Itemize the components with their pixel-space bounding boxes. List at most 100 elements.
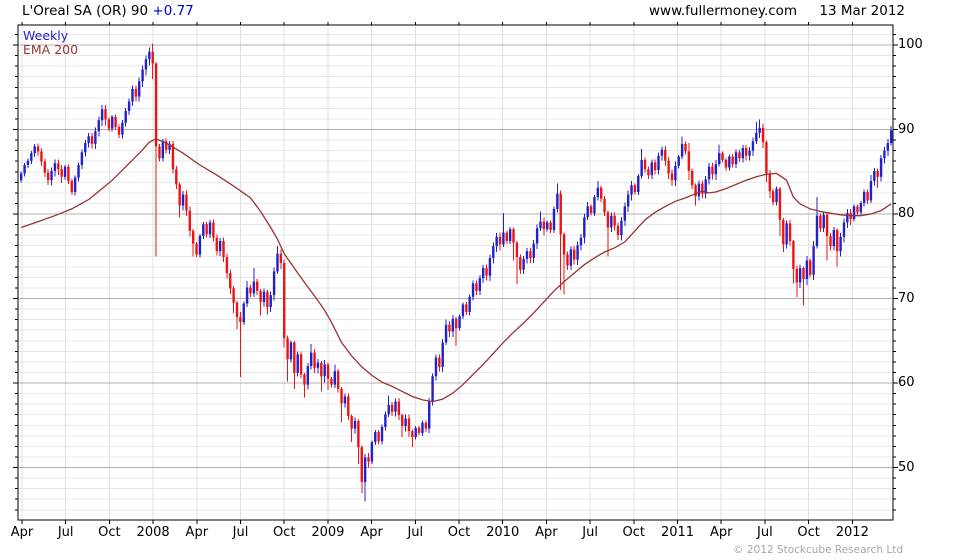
- candle-body-down: [667, 160, 670, 174]
- candle-body-up: [289, 342, 293, 360]
- candle-body-up: [637, 175, 640, 193]
- candle-body-up: [73, 177, 77, 193]
- candle-body-down: [768, 173, 771, 192]
- report-date: 13 Mar 2012: [819, 3, 905, 19]
- candle-body-down: [670, 173, 674, 181]
- candle-body-down: [205, 224, 208, 235]
- candle-body-down: [613, 215, 616, 226]
- candle-body-down: [424, 422, 428, 429]
- candle-body-down: [407, 418, 411, 432]
- candle-body-up: [674, 165, 677, 181]
- candle-body-up: [144, 59, 148, 70]
- candle-body-up: [353, 421, 357, 429]
- candle-body-down: [691, 170, 694, 186]
- candle-body-up: [161, 141, 165, 159]
- candle-body-up: [640, 159, 643, 176]
- candle-body-up: [546, 222, 549, 230]
- candle-body-up: [131, 88, 134, 102]
- candle-body-down: [515, 242, 519, 258]
- y-axis-label: 50: [898, 459, 915, 475]
- candle-body-up: [869, 181, 873, 201]
- candle-body-up: [697, 183, 701, 197]
- candle-body-up: [758, 127, 761, 133]
- candle-body-up: [718, 153, 721, 165]
- candle-body-up: [650, 162, 653, 176]
- candle-body-down: [701, 183, 704, 194]
- candle-body-up: [707, 166, 711, 180]
- candle-body-up: [100, 109, 104, 121]
- candle-body-up: [380, 426, 384, 442]
- candle-body-up: [276, 253, 279, 272]
- candle-body-down: [188, 210, 191, 231]
- candle-body-up: [63, 166, 67, 177]
- candle-body-up: [492, 246, 495, 258]
- candle-body-down: [795, 268, 798, 283]
- candle-body-up: [586, 206, 589, 218]
- candle-body-up: [495, 236, 498, 247]
- y-axis-label: 90: [898, 121, 915, 137]
- candle-body-up: [815, 215, 819, 247]
- candle-body-down: [829, 235, 832, 247]
- candle-body-down: [151, 51, 154, 64]
- candle-body-up: [879, 158, 883, 177]
- candle-body-down: [738, 152, 741, 159]
- candle-body-up: [583, 217, 586, 238]
- candle-body-up: [552, 208, 556, 231]
- candle-body-up: [610, 215, 613, 228]
- candle-body-down: [809, 260, 812, 275]
- candle-body-down: [390, 404, 394, 412]
- candle-body-up: [626, 194, 630, 207]
- candle-body-down: [778, 188, 782, 220]
- candle-body-up: [805, 260, 809, 280]
- candle-body-down: [320, 362, 323, 377]
- candle-body-up: [97, 120, 100, 132]
- candle-body-down: [566, 254, 569, 266]
- candle-body-up: [481, 268, 485, 279]
- candle-body-up: [525, 251, 529, 259]
- candle-body-up: [451, 318, 455, 332]
- candle-body-up: [269, 295, 272, 307]
- candle-body-down: [616, 225, 620, 236]
- instrument-name: L'Oreal SA (OR) 90: [22, 3, 153, 19]
- candle-body-down: [117, 126, 121, 135]
- candle-body-down: [350, 415, 353, 429]
- candle-body-down: [731, 156, 734, 165]
- candle-body-down: [438, 357, 441, 367]
- candle-body-up: [80, 152, 84, 165]
- candle-body-up: [812, 246, 815, 275]
- candle-body-up: [556, 193, 559, 209]
- candle-body-down: [744, 148, 748, 156]
- candle-body-up: [842, 222, 846, 237]
- candle-body-up: [127, 101, 131, 111]
- site-url: www.fullermoney.com: [649, 3, 798, 19]
- candle-body-down: [377, 432, 380, 442]
- candle-body-down: [454, 318, 458, 329]
- candle-body-up: [87, 136, 90, 144]
- candle-body-down: [485, 268, 488, 276]
- candle-body-up: [404, 418, 407, 427]
- candle-body-down: [46, 172, 50, 181]
- candle-body-up: [148, 51, 151, 60]
- x-axis-label: Oct: [797, 525, 820, 540]
- candle-body-up: [859, 203, 863, 213]
- x-axis-label: Jul: [582, 525, 598, 540]
- candle-body-down: [266, 291, 269, 307]
- candle-body-down: [711, 166, 714, 175]
- candle-body-up: [394, 401, 397, 412]
- candle-body-down: [104, 109, 107, 120]
- x-axis-label: Apr: [709, 525, 733, 540]
- candle-body-up: [421, 422, 424, 433]
- candle-body-up: [374, 432, 377, 443]
- chart-legend: Weekly EMA 200: [23, 29, 78, 57]
- legend-ema-200: EMA 200: [23, 42, 79, 57]
- candle-body-down: [765, 142, 768, 174]
- x-axis-label: 2011: [660, 525, 695, 540]
- candle-body-up: [316, 362, 320, 368]
- candle-body-down: [876, 170, 879, 177]
- page-title: L'Oreal SA (OR) 90 +0.77: [22, 3, 194, 19]
- candle-body-up: [579, 237, 583, 246]
- candle-body-up: [272, 271, 276, 296]
- candle-body-up: [26, 160, 30, 165]
- candle-body-up: [873, 170, 876, 182]
